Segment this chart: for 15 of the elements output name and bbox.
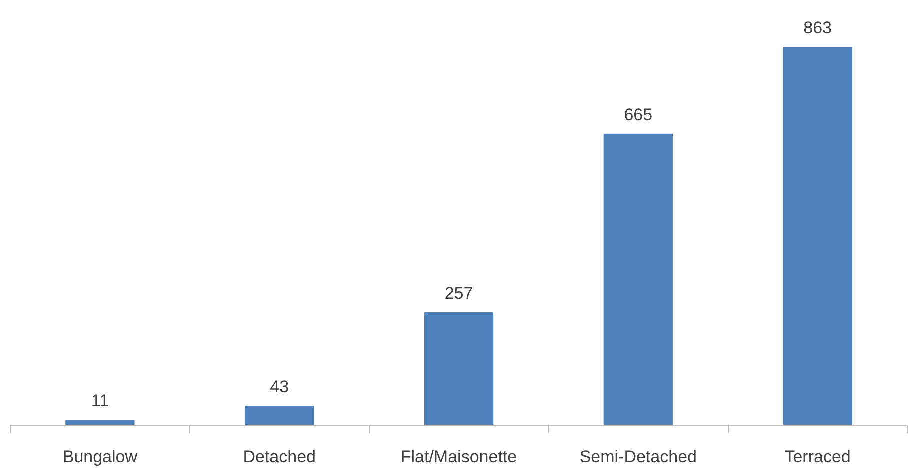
- data-label: 665: [624, 105, 653, 124]
- bar: [604, 134, 673, 426]
- data-label: 257: [444, 284, 474, 303]
- x-tick-label: Flat/Maisonette: [400, 448, 518, 466]
- bar: [66, 420, 135, 426]
- data-label: 863: [804, 18, 832, 38]
- data-label: 11: [91, 392, 110, 411]
- x-tick-label: Detached: [243, 448, 316, 466]
- bar: [424, 312, 494, 426]
- data-label: 43: [270, 378, 290, 397]
- bar: [245, 406, 314, 426]
- bar: [783, 47, 852, 426]
- x-tick-label: Bungalow: [62, 448, 138, 466]
- x-tick-label: Semi-Detached: [580, 448, 697, 466]
- x-tick-label: Terraced: [784, 448, 851, 466]
